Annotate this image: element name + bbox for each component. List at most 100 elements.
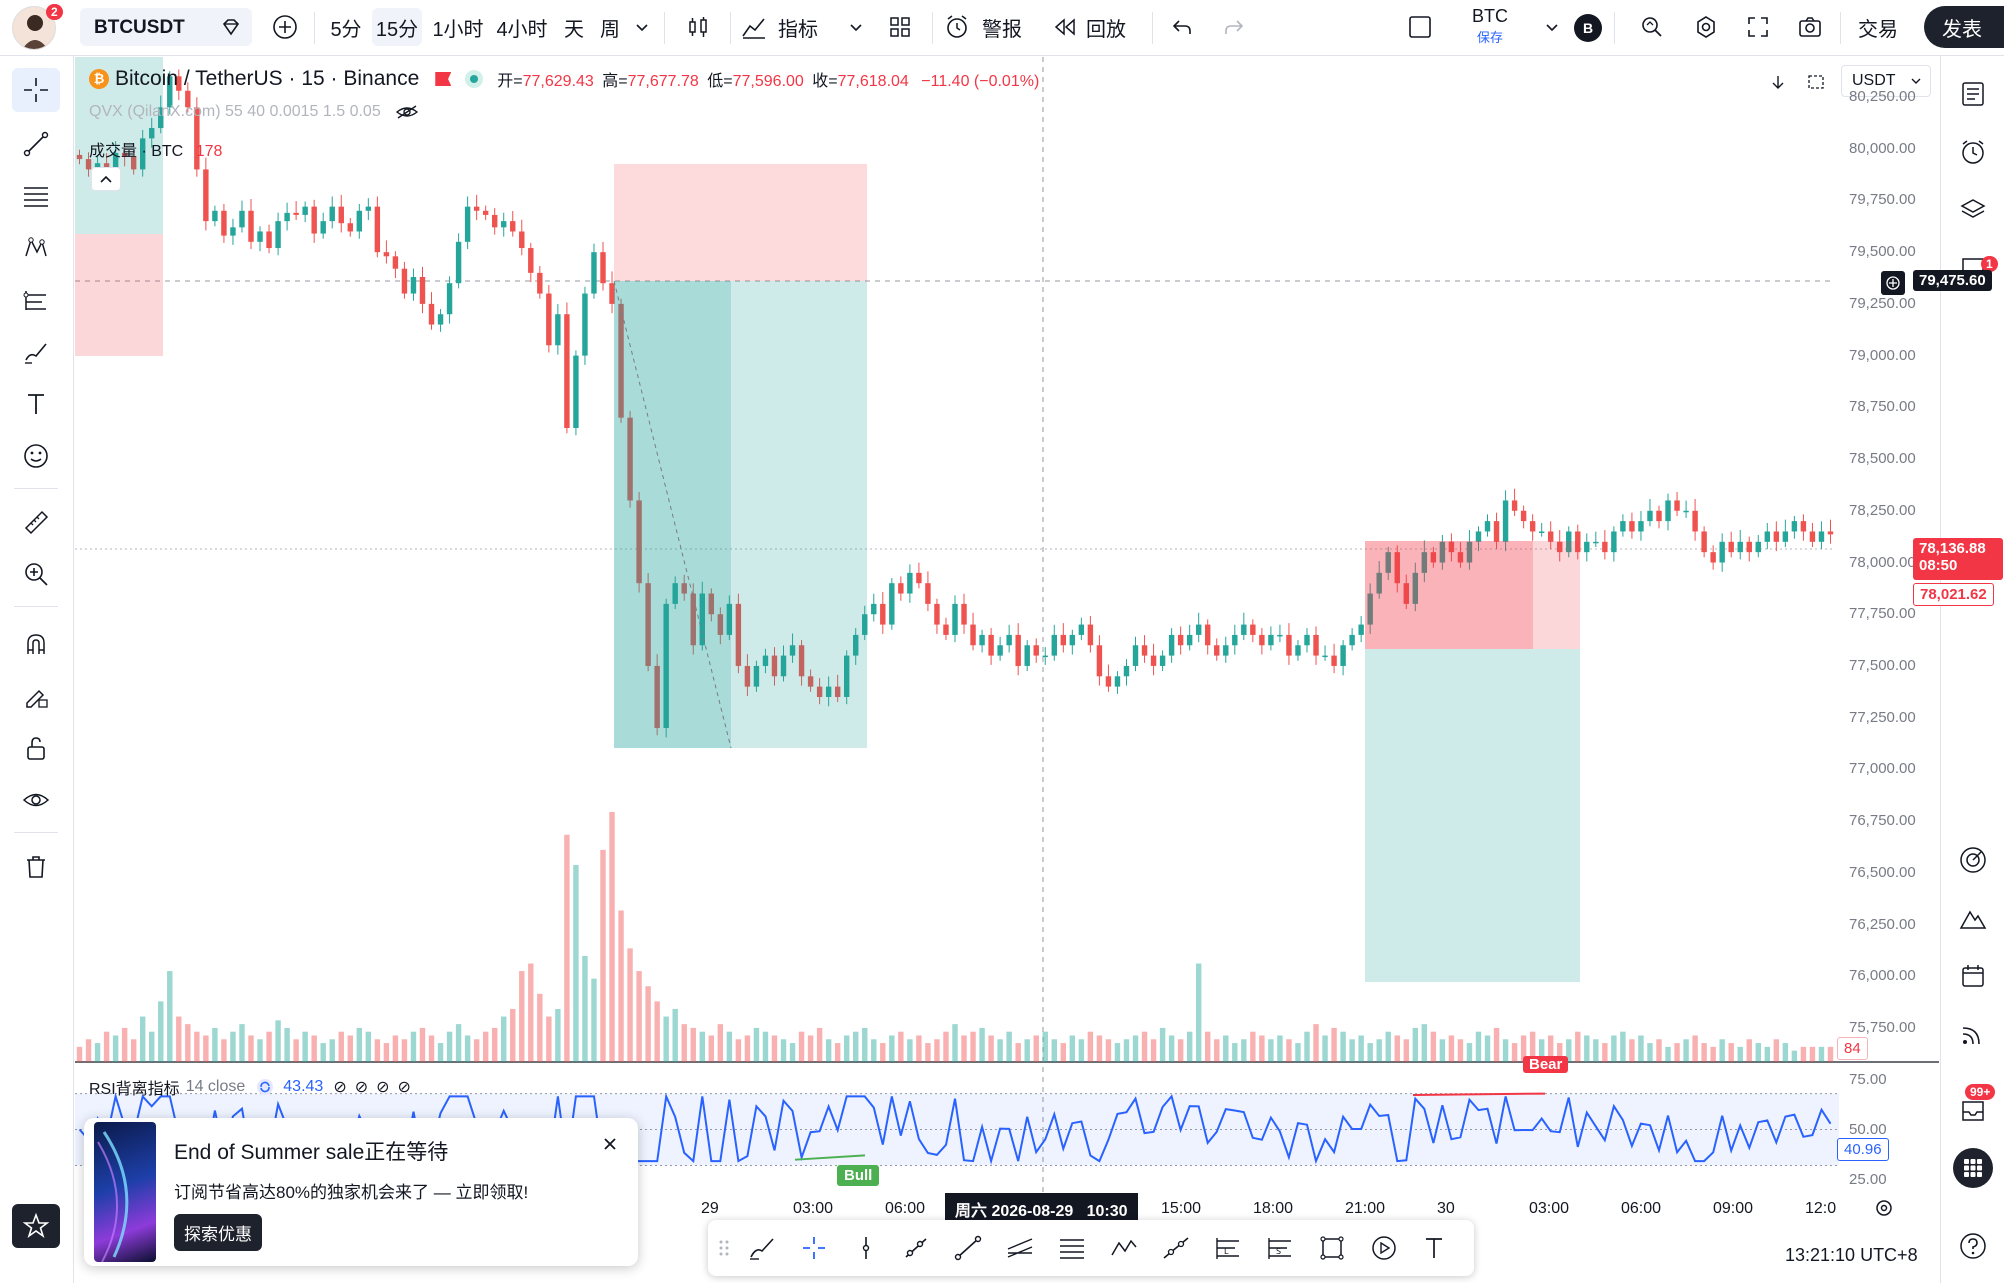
layout-save[interactable]: BTC 保存 (1456, 6, 1524, 50)
favorites-button[interactable] (12, 1204, 60, 1248)
emoji-tool[interactable] (12, 434, 60, 478)
redo-button[interactable] (1214, 8, 1254, 46)
trend-line-tool-quick[interactable] (946, 1228, 990, 1268)
parallel-channel-tool[interactable] (998, 1228, 1042, 1268)
lock-tool[interactable] (12, 726, 60, 770)
interval-1w[interactable]: 周 (600, 18, 620, 41)
alert-button[interactable]: 警报 (944, 8, 1034, 46)
auto-scale-button[interactable] (1803, 69, 1829, 95)
vertical-line-tool[interactable] (844, 1228, 888, 1268)
long-position-profit-zone[interactable] (75, 57, 163, 234)
crosshair-tool[interactable] (12, 68, 60, 112)
candle (1177, 634, 1184, 646)
pattern-tool[interactable] (12, 226, 60, 270)
promo-cta-button[interactable]: 探索优惠 (174, 1214, 262, 1251)
trade-button[interactable]: 交易 (1858, 18, 1898, 41)
indicators-dropdown[interactable] (844, 8, 868, 46)
long-position-stop-zone[interactable] (75, 234, 163, 356)
calendar-button[interactable] (1951, 954, 1995, 998)
promo-close-button[interactable] (598, 1132, 622, 1156)
candle (491, 214, 498, 228)
ideas-button[interactable] (1951, 896, 1995, 940)
short-position-tool[interactable]: S (1258, 1228, 1302, 1268)
candle (1331, 655, 1337, 666)
quick-search-button[interactable] (1632, 8, 1672, 46)
clock-display[interactable]: 13:21:10 UTC+8 (1785, 1245, 1918, 1265)
brush-tool[interactable] (12, 330, 60, 374)
refresh-icon[interactable] (255, 1077, 275, 1097)
add-symbol-button[interactable] (266, 8, 304, 46)
alerts-button[interactable] (1951, 130, 1995, 174)
path-tool[interactable] (1102, 1228, 1146, 1268)
measure-tool[interactable] (12, 500, 60, 544)
layouts-button[interactable] (878, 8, 922, 46)
interval-dropdown[interactable] (630, 8, 654, 46)
interval-4h[interactable]: 4小时 (496, 18, 548, 41)
collapse-legend-button[interactable] (91, 167, 121, 191)
candle (1538, 531, 1545, 533)
currency-select[interactable]: USDT (1841, 65, 1931, 97)
zoom-tool[interactable] (12, 552, 60, 596)
hidden-eye-icon[interactable] (395, 104, 419, 120)
volume-legend[interactable]: 成交量 · BTC 178 (89, 137, 222, 161)
layout-dropdown[interactable] (1540, 8, 1564, 46)
forecast-tool[interactable] (12, 278, 60, 322)
interval-15m[interactable]: 15分 (372, 8, 422, 46)
rectangle-tool[interactable] (1310, 1228, 1354, 1268)
fib-retracement-tool[interactable] (1050, 1228, 1094, 1268)
volume-bar (744, 1035, 751, 1062)
fib-tool[interactable] (12, 174, 60, 218)
help-button[interactable] (1951, 1224, 1995, 1268)
hotlist-button[interactable] (1951, 838, 1995, 882)
drawing-mode-tool[interactable] (12, 674, 60, 718)
indicator-legend[interactable]: QVX (QilanX.com) 55 40 0.0015 1.5 0.05 (89, 103, 419, 121)
chart-pane[interactable]: ₿ Bitcoin / TetherUS · 15 · Binance 开=77… (75, 57, 2003, 1265)
settings-button[interactable] (1686, 8, 1726, 46)
volume-bar (1394, 1035, 1400, 1062)
second-short-profit-zone[interactable] (1365, 649, 1580, 982)
flag-icon[interactable] (435, 72, 452, 86)
interval-1h[interactable]: 1小时 (432, 18, 484, 41)
fullscreen-window-button[interactable] (1400, 8, 1440, 46)
trend-line-tool[interactable] (12, 122, 60, 166)
delete-tool[interactable] (12, 844, 60, 888)
symbol-title[interactable]: Bitcoin / TetherUS · 15 · Binance (115, 67, 420, 90)
crosshair-tool-quick[interactable] (792, 1228, 836, 1268)
time-axis-settings-button[interactable] (1873, 1197, 1895, 1219)
chart-type-button[interactable] (676, 8, 720, 46)
brush-tool-quick[interactable] (740, 1228, 784, 1268)
undo-button[interactable] (1162, 8, 1202, 46)
account-button[interactable]: B (1574, 14, 1602, 42)
streams-button[interactable] (1951, 1012, 1995, 1056)
snapshot-button[interactable] (1790, 8, 1830, 46)
text-tool[interactable] (12, 382, 60, 426)
long-position-tool[interactable]: L (1206, 1228, 1250, 1268)
scroll-down-button[interactable] (1765, 69, 1791, 95)
interval-5m[interactable]: 5分 (330, 18, 362, 41)
notifications-button[interactable] (1951, 1088, 1995, 1132)
short-position-profit-zone[interactable] (614, 281, 867, 748)
replay-button[interactable]: 回放 (1052, 8, 1142, 46)
layers-button[interactable] (1951, 188, 1995, 232)
drawing-toolbar (0, 56, 74, 1283)
extended-line-tool[interactable] (1154, 1228, 1198, 1268)
ray-tool[interactable] (894, 1228, 938, 1268)
apps-button[interactable] (1951, 1146, 1995, 1190)
indicators-button[interactable]: 指标 (740, 8, 850, 46)
interval-1d[interactable]: 天 (564, 18, 584, 41)
price-chart[interactable] (75, 57, 1939, 1257)
fullscreen-button[interactable] (1738, 8, 1778, 46)
rsi-legend[interactable]: RSI背离指标 14 close 43.43 ⊘ ⊘ ⊘ ⊘ (89, 1075, 411, 1099)
hide-tool[interactable] (12, 778, 60, 822)
magnet-tool[interactable] (12, 622, 60, 666)
watchlist-button[interactable] (1951, 72, 1995, 116)
symbol-search[interactable]: BTCUSDT (80, 8, 252, 46)
drag-handle[interactable] (714, 1228, 734, 1268)
add-alert-crosshair-button[interactable] (1881, 271, 1905, 295)
arrow-mark-tool[interactable] (1362, 1228, 1406, 1268)
second-short-stop-zone[interactable] (1365, 541, 1580, 649)
text-tool-quick[interactable] (1412, 1228, 1456, 1268)
publish-button[interactable]: 发表 (1924, 6, 2004, 48)
short-position-stop-zone[interactable] (614, 164, 867, 281)
compare-diamond-icon[interactable] (220, 16, 242, 38)
